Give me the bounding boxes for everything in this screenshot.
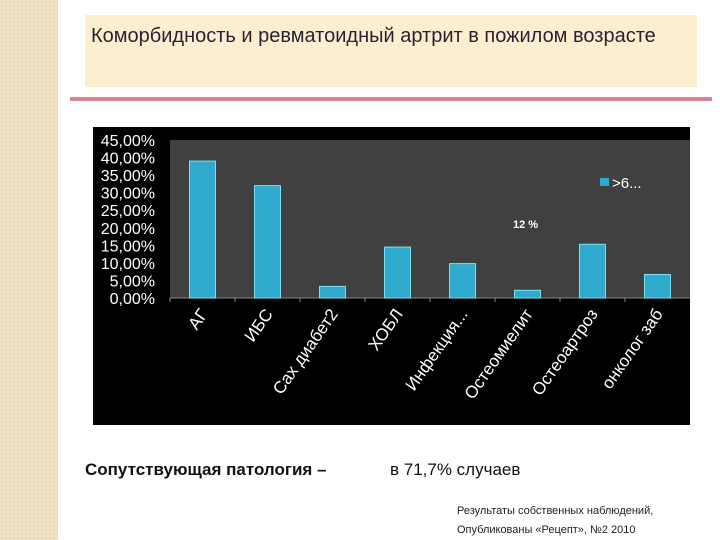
y-tick-label: 40,00% <box>101 151 155 168</box>
legend-label: >6... <box>612 175 642 192</box>
y-tick-label: 25,00% <box>101 203 155 220</box>
bar-chart: 0,00%5,00%10,00%15,00%20,00%25,00%30,00%… <box>93 127 690 425</box>
bar <box>644 273 671 299</box>
source-line-1: Результаты собственных наблюдений, <box>457 505 654 517</box>
decorative-strip <box>0 0 58 540</box>
bar <box>189 160 216 299</box>
legend-swatch <box>600 178 609 186</box>
y-tick-label: 30,00% <box>101 186 155 203</box>
summary-value: в 71,7% случаев <box>390 460 521 479</box>
y-tick-label: 35,00% <box>101 168 155 185</box>
bar <box>384 246 411 299</box>
source-line-2: Опубликованы «Рецепт», №2 2010 <box>457 524 636 536</box>
y-tick-label: 10,00% <box>101 256 155 273</box>
y-tick-label: 45,00% <box>101 133 155 150</box>
slide-title: Коморбидность и ревматоидный артрит в по… <box>85 15 697 87</box>
bar <box>319 285 346 299</box>
bar <box>449 263 476 299</box>
divider <box>70 97 712 101</box>
bar <box>254 185 281 299</box>
y-tick-label: 5,00% <box>110 273 155 290</box>
y-tick-label: 15,00% <box>101 238 155 255</box>
bar <box>579 243 606 299</box>
data-annotation: 12 % <box>513 219 538 231</box>
y-tick-label: 20,00% <box>101 221 155 238</box>
bar <box>514 289 541 299</box>
summary-label: Сопутствующая патология – <box>85 460 327 479</box>
plot-area <box>170 140 690 298</box>
y-tick-label: 0,00% <box>110 291 155 308</box>
